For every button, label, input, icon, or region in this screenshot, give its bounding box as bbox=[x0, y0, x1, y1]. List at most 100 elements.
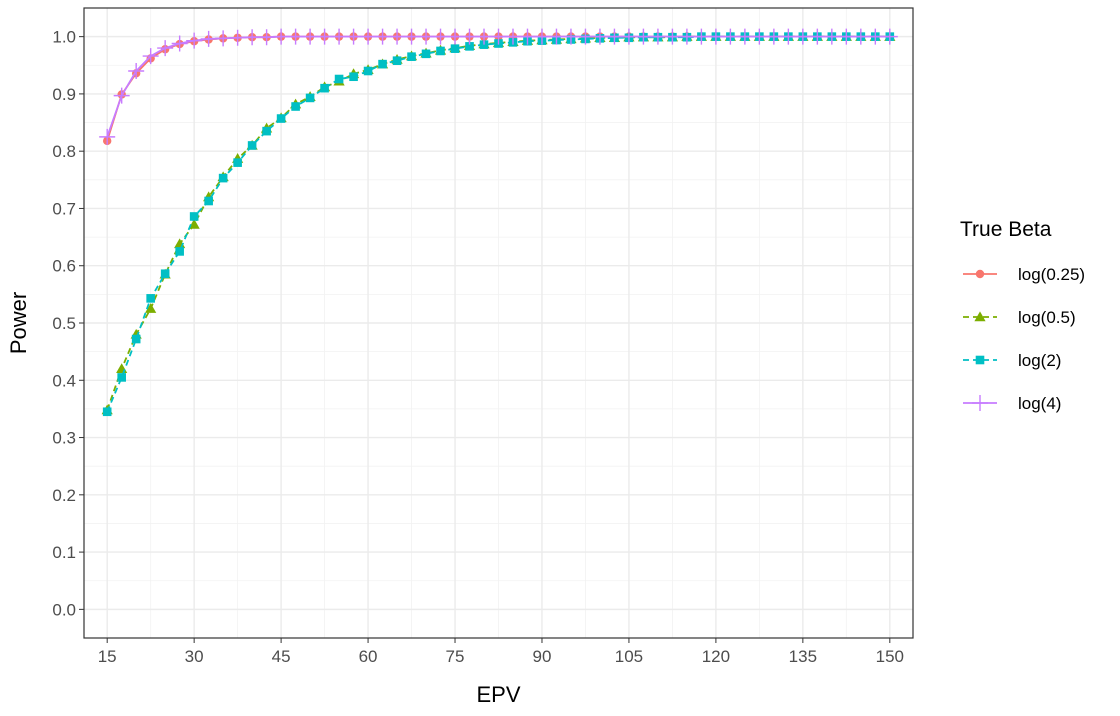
x-tick-label: 135 bbox=[789, 647, 817, 666]
data-point bbox=[476, 28, 493, 45]
data-point bbox=[302, 28, 319, 45]
data-point bbox=[504, 28, 521, 45]
data-point bbox=[204, 196, 213, 206]
data-point bbox=[189, 212, 199, 221]
data-point bbox=[171, 35, 188, 52]
data-point bbox=[794, 28, 811, 45]
data-point bbox=[258, 29, 275, 46]
legend-label: log(0.25) bbox=[1018, 265, 1085, 284]
data-point bbox=[363, 66, 373, 76]
data-point bbox=[287, 28, 304, 45]
data-point bbox=[736, 28, 753, 45]
data-point bbox=[461, 28, 478, 45]
legend-item: log(0.25) bbox=[963, 265, 1085, 284]
y-tick-label: 0.6 bbox=[52, 257, 76, 276]
data-point bbox=[262, 126, 271, 136]
y-tick-label: 0.7 bbox=[52, 199, 76, 218]
data-point bbox=[432, 28, 449, 45]
legend-item: log(4) bbox=[963, 394, 1061, 413]
data-point bbox=[838, 28, 855, 45]
data-point bbox=[131, 334, 141, 344]
data-point bbox=[450, 44, 460, 53]
data-point bbox=[291, 102, 300, 111]
data-point bbox=[649, 28, 666, 45]
legend-key-marker bbox=[975, 355, 985, 365]
data-point bbox=[188, 218, 200, 229]
data-point bbox=[117, 373, 126, 382]
data-point bbox=[360, 28, 377, 45]
legend-label: log(2) bbox=[1018, 351, 1061, 370]
data-point bbox=[233, 158, 242, 167]
data-point bbox=[765, 28, 782, 45]
legend-key-marker bbox=[974, 311, 986, 322]
x-tick-label: 15 bbox=[98, 647, 117, 666]
legend-key-marker bbox=[972, 395, 988, 411]
y-tick-label: 0.5 bbox=[52, 314, 76, 333]
data-point bbox=[316, 28, 333, 45]
data-point bbox=[436, 46, 445, 56]
data-point bbox=[229, 29, 246, 46]
data-point bbox=[693, 28, 710, 45]
x-tick-label: 105 bbox=[615, 647, 643, 666]
data-point bbox=[418, 28, 435, 45]
y-tick-label: 0.8 bbox=[52, 142, 76, 161]
data-point bbox=[479, 40, 489, 49]
data-point bbox=[99, 128, 116, 145]
legend-title: True Beta bbox=[960, 218, 1052, 241]
x-axis-title: EPV bbox=[476, 682, 520, 707]
data-point bbox=[145, 303, 157, 313]
y-tick-label: 0.4 bbox=[52, 371, 76, 390]
data-point bbox=[809, 28, 826, 45]
data-point bbox=[320, 83, 329, 93]
data-point bbox=[591, 28, 608, 45]
x-tick-label: 45 bbox=[272, 647, 291, 666]
x-tick-label: 60 bbox=[359, 647, 378, 666]
data-point bbox=[447, 28, 464, 45]
data-point bbox=[722, 28, 739, 45]
legend-item: log(2) bbox=[963, 351, 1061, 370]
data-point bbox=[421, 49, 431, 59]
data-point bbox=[142, 48, 159, 65]
y-tick-label: 0.3 bbox=[52, 429, 76, 448]
axis-ticks: 0.0 0.1 0.2 0.3 0.4 0.5 0.6 0.7 0.8 0.9 1.0 15 30 45 6… bbox=[52, 28, 904, 666]
x-tick-label: 90 bbox=[533, 647, 552, 666]
data-point bbox=[200, 30, 217, 47]
data-point bbox=[852, 28, 869, 45]
data-point bbox=[146, 294, 155, 303]
legend-items: log(0.25) log(0.5) log(2) log(4) bbox=[963, 265, 1085, 413]
data-point bbox=[157, 40, 174, 57]
data-point bbox=[867, 28, 884, 45]
y-tick-label: 0.0 bbox=[52, 600, 76, 619]
data-point bbox=[378, 59, 387, 69]
data-point bbox=[881, 28, 898, 45]
legend-item: log(0.5) bbox=[963, 308, 1076, 327]
data-point bbox=[519, 28, 536, 45]
y-tick-label: 0.1 bbox=[52, 543, 76, 562]
legend: True Beta log(0.25) log(0.5) log(2) log(4) bbox=[960, 218, 1085, 413]
data-point bbox=[349, 72, 358, 82]
x-tick-label: 75 bbox=[446, 647, 465, 666]
x-tick-label: 150 bbox=[876, 647, 904, 666]
y-axis-title: Power bbox=[6, 292, 31, 354]
data-point bbox=[247, 141, 257, 150]
y-tick-label: 0.2 bbox=[52, 486, 76, 505]
data-point bbox=[548, 28, 565, 45]
data-point bbox=[244, 29, 261, 46]
data-point bbox=[392, 56, 402, 65]
data-point bbox=[465, 42, 474, 51]
data-point bbox=[345, 28, 362, 45]
data-point bbox=[823, 28, 840, 45]
data-point bbox=[707, 28, 724, 45]
x-tick-label: 120 bbox=[702, 647, 730, 666]
series-4 bbox=[99, 28, 898, 145]
data-point bbox=[403, 28, 420, 45]
data-point bbox=[102, 407, 112, 417]
data-point bbox=[334, 74, 344, 84]
data-point bbox=[218, 173, 228, 183]
data-point bbox=[374, 28, 391, 45]
data-point bbox=[490, 28, 507, 45]
data-point bbox=[780, 28, 797, 45]
data-point bbox=[215, 30, 232, 47]
